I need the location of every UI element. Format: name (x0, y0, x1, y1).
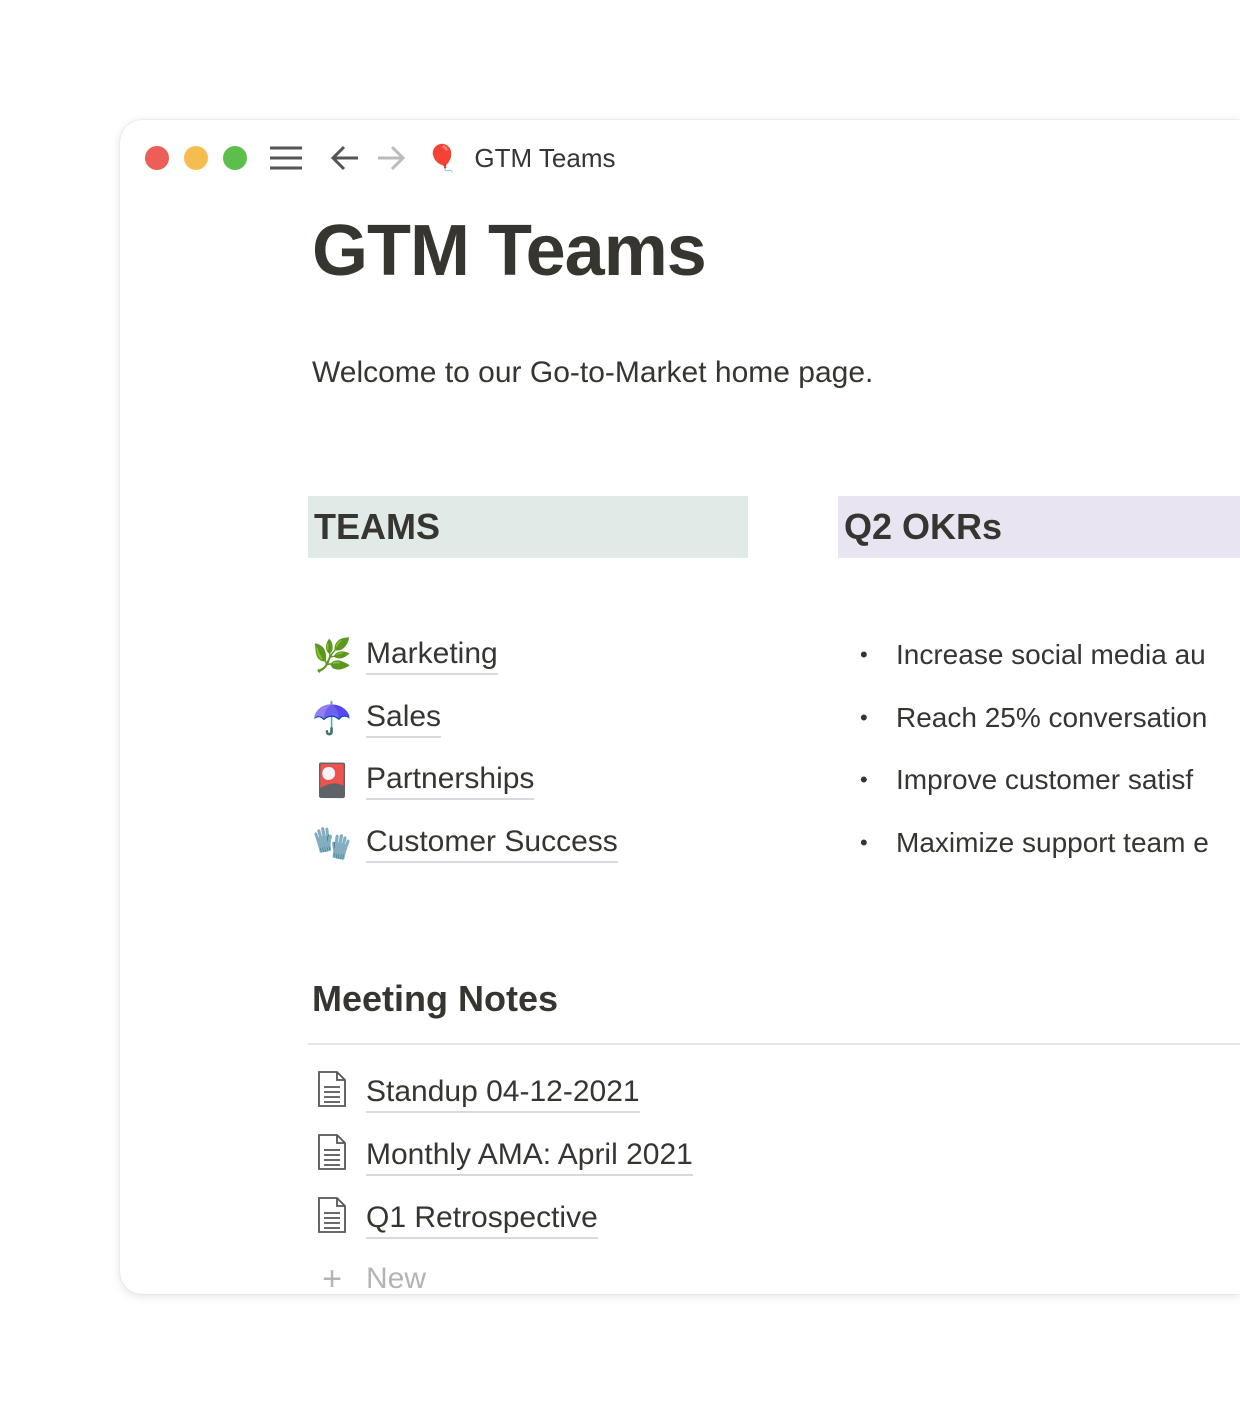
okr-item: • Reach 25% conversation (860, 702, 1208, 733)
meeting-notes-heading: Meeting Notes (312, 978, 559, 1019)
team-link-partnerships[interactable]: 🎴 Partnerships (312, 758, 535, 802)
teams-header: TEAMS (308, 496, 748, 558)
link-label: Partnerships (366, 760, 535, 800)
okrs-header: Q2 OKRs (838, 496, 1240, 558)
app-window: 🎈 GTM Teams GTM Teams Welcome to our Go-… (120, 120, 1240, 1298)
okr-text: Improve customer satisf (896, 764, 1194, 795)
breadcrumb[interactable]: 🎈 GTM Teams (426, 138, 615, 178)
new-label: New (366, 1262, 427, 1295)
divider (308, 1043, 1240, 1045)
new-page-button[interactable]: + New (312, 1257, 426, 1301)
okr-text: Maximize support team e (896, 827, 1209, 858)
forward-arrow-icon[interactable] (376, 138, 406, 178)
link-label: Q1 Retrospective (366, 1199, 598, 1239)
okr-item: • Improve customer satisf (860, 764, 1194, 795)
okr-item: • Increase social media au (860, 639, 1206, 670)
back-arrow-icon[interactable] (330, 138, 360, 178)
balloon-icon: 🎈 (426, 142, 459, 173)
document-icon (312, 1197, 352, 1241)
meeting-note-link[interactable]: Q1 Retrospective (312, 1197, 598, 1241)
umbrella-icon: ☂️ (312, 700, 352, 736)
link-label: Marketing (366, 635, 498, 675)
plus-icon: + (322, 1259, 342, 1298)
okr-text: Increase social media au (896, 639, 1206, 670)
meeting-note-link[interactable]: Monthly AMA: April 2021 (312, 1134, 693, 1178)
link-label: Sales (366, 698, 442, 738)
document-icon (312, 1071, 352, 1115)
link-label: Standup 04-12-2021 (366, 1073, 640, 1113)
flower-card-icon: 🎴 (312, 762, 352, 798)
breadcrumb-title: GTM Teams (474, 142, 616, 173)
menu-icon[interactable] (270, 138, 302, 178)
link-label: Customer Success (366, 823, 618, 863)
maximize-window-button[interactable] (223, 146, 247, 170)
welcome-text: Welcome to our Go-to-Market home page. (312, 356, 874, 389)
close-window-button[interactable] (145, 146, 169, 170)
okr-text: Reach 25% conversation (896, 702, 1208, 733)
team-link-marketing[interactable]: 🌿 Marketing (312, 633, 498, 677)
minimize-window-button[interactable] (184, 146, 208, 170)
team-link-customer-success[interactable]: 🧤 Customer Success (312, 821, 618, 865)
gloves-icon: 🧤 (312, 825, 352, 861)
team-link-sales[interactable]: ☂️ Sales (312, 696, 442, 740)
meeting-note-link[interactable]: Standup 04-12-2021 (312, 1071, 640, 1115)
herb-icon: 🌿 (312, 637, 352, 673)
okr-item: • Maximize support team e (860, 827, 1209, 858)
page-title: GTM Teams (312, 211, 707, 291)
document-icon (312, 1134, 352, 1178)
link-label: Monthly AMA: April 2021 (366, 1136, 693, 1176)
